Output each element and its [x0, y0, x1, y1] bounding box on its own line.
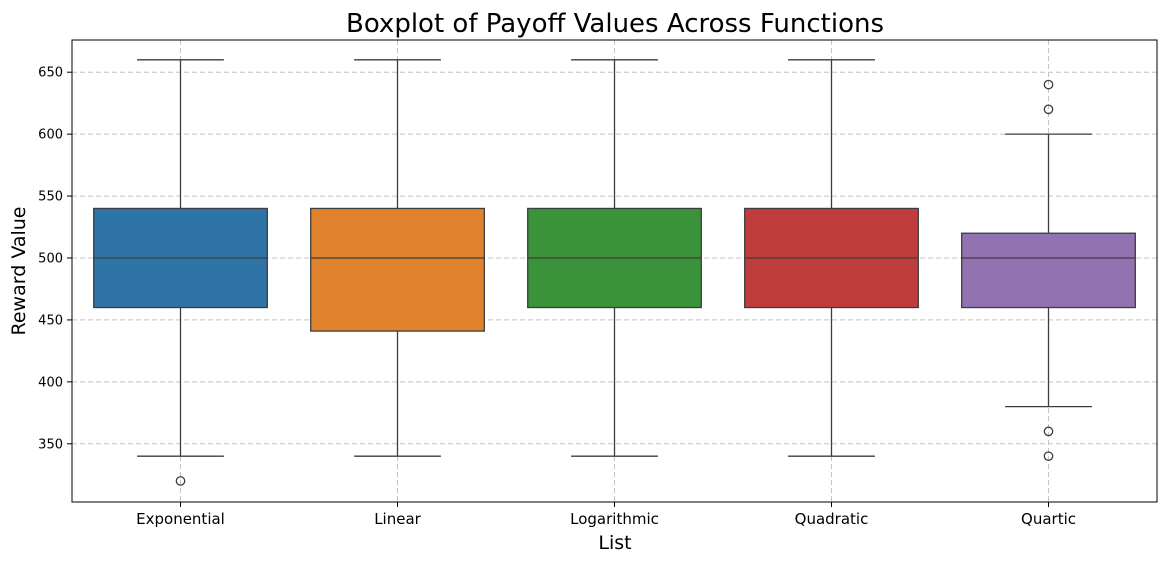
x-tick-label: Logarithmic — [570, 510, 659, 528]
outlier-point — [1043, 451, 1054, 462]
outlier-point — [1043, 79, 1054, 90]
outlier-point — [1043, 426, 1054, 437]
x-tick-label: Linear — [374, 510, 421, 528]
y-tick-label: 400 — [38, 375, 63, 390]
x-tick-label: Quartic — [1021, 510, 1076, 528]
box-logarithmic — [527, 59, 702, 457]
box-exponential — [93, 59, 268, 486]
y-tick-label: 450 — [38, 313, 63, 328]
box-linear — [310, 59, 485, 457]
x-tick-label: Exponential — [136, 510, 225, 528]
x-tick-label: Quadratic — [795, 510, 869, 528]
axes: 350 400 450 500 550 600 650 Exponential Linear Lo… — [38, 39, 1158, 528]
outlier-point — [175, 476, 186, 486]
y-axis-label: Reward Value — [8, 207, 30, 336]
outlier-point — [1043, 104, 1054, 115]
y-tick-label: 500 — [38, 251, 63, 266]
y-tick-label: 600 — [38, 128, 63, 143]
y-tick-label: 350 — [38, 437, 63, 452]
boxes — [93, 59, 1136, 486]
box-body — [961, 232, 1136, 309]
y-tick-label: 650 — [38, 66, 63, 81]
x-axis-label: List — [598, 532, 631, 554]
chart-title: Boxplot of Payoff Values Across Function… — [346, 9, 884, 39]
box-quartic — [961, 79, 1136, 462]
y-tick-label: 550 — [38, 190, 63, 205]
box-quadratic — [744, 59, 919, 457]
box-body — [310, 207, 485, 332]
